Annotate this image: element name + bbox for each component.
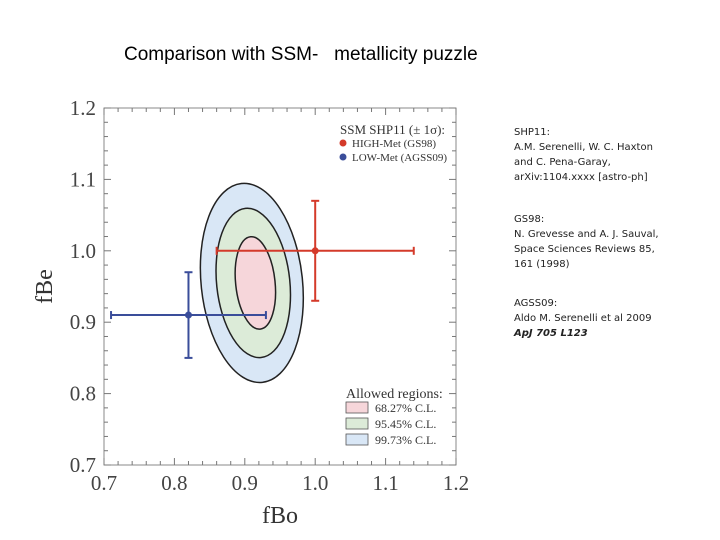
reference-line: GS98: — [514, 214, 545, 225]
reference-line: N. Grevesse and A. J. Sauval, — [514, 229, 659, 240]
x-tick-label: 0.9 — [232, 471, 258, 495]
reference-2: AGSS09: Aldo M. Serenelli et al 2009 ApJ 7… — [514, 296, 652, 341]
x-tick-label: 0.7 — [91, 471, 117, 495]
reference-line: Space Sciences Reviews 85, — [514, 244, 655, 255]
reference-line: arXiv:1104.xxxx [astro-ph] — [514, 172, 648, 183]
region-0 — [234, 235, 277, 330]
x-tick-label: 1.0 — [302, 471, 328, 495]
y-tick-label: 0.8 — [70, 382, 96, 406]
reference-1: GS98: N. Grevesse and A. J. Sauval, Space … — [514, 212, 659, 272]
x-axis-label: fBo — [262, 503, 298, 529]
legend-marker-0 — [339, 139, 347, 147]
reference-0: SHP11: A.M. Serenelli, W. C. Haxton and C.… — [514, 125, 653, 185]
legend-marker-1 — [339, 153, 347, 161]
data-point-0 — [311, 247, 319, 255]
x-tick-label: 1.2 — [443, 471, 469, 495]
regions-legend-swatch-0 — [345, 401, 369, 414]
regions-legend-swatch-2 — [345, 433, 369, 446]
regions-legend-label-0: 68.27% C.L. — [375, 401, 436, 415]
reference-line: Aldo M. Serenelli et al 2009 — [514, 313, 652, 324]
slide-title: Comparison with SSM- metallicity puzzle — [124, 44, 478, 65]
reference-line: AGSS09: — [514, 298, 558, 309]
y-axis-label: fBe — [32, 269, 58, 304]
y-tick-label: 0.9 — [70, 310, 96, 334]
legend-label-0: HIGH-Met (GS98) — [352, 138, 436, 150]
reference-line: A.M. Serenelli, W. C. Haxton — [514, 142, 653, 153]
regions-legend-swatch-1 — [345, 417, 369, 430]
y-tick-label: 1.1 — [70, 167, 96, 191]
legend-label-1: LOW-Met (AGSS09) — [352, 152, 447, 164]
regions-legend-title: Allowed regions: — [346, 387, 443, 402]
legend-title: SSM SHP11 (± 1σ): — [340, 122, 445, 137]
y-tick-label: 0.7 — [70, 453, 96, 477]
reference-line: ApJ 705 L123 — [514, 328, 588, 339]
reference-line: 161 (1998) — [514, 259, 570, 270]
data-point-1 — [184, 311, 192, 319]
x-tick-label: 0.8 — [161, 471, 187, 495]
reference-line: SHP11: — [514, 127, 550, 138]
y-tick-label: 1.2 — [70, 96, 96, 120]
x-tick-label: 1.1 — [372, 471, 398, 495]
regions-legend-label-1: 95.45% C.L. — [375, 417, 436, 431]
reference-line: and C. Pena-Garay, — [514, 157, 611, 168]
y-tick-label: 1.0 — [70, 239, 96, 263]
regions-legend-label-2: 99.73% C.L. — [375, 433, 436, 447]
